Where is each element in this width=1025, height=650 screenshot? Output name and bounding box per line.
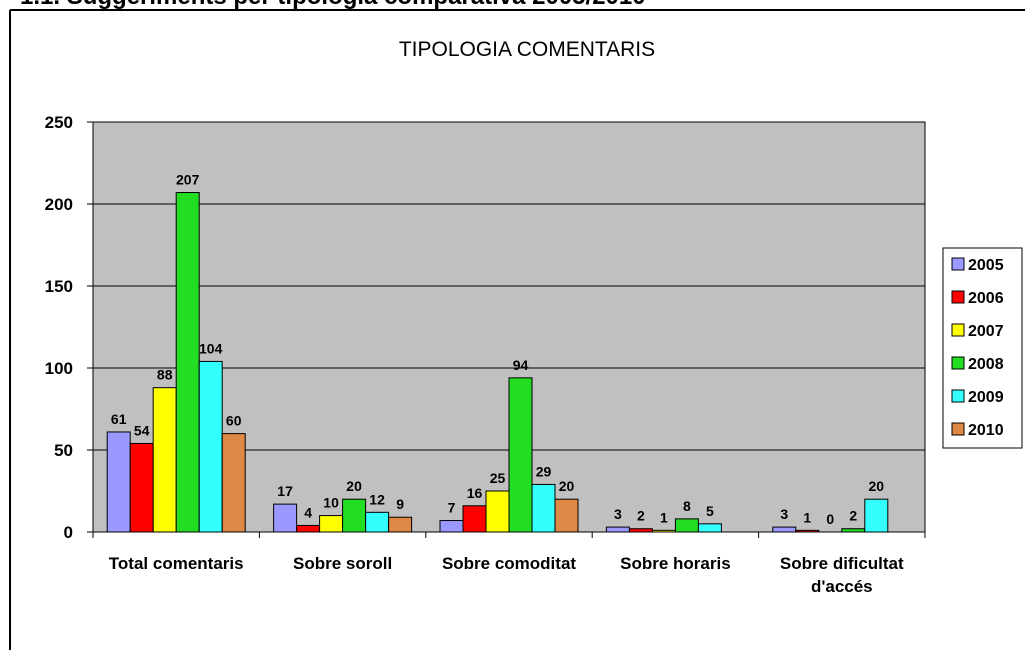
bar [841,528,866,533]
bar [198,360,223,533]
bar [628,528,653,533]
bar [342,498,367,533]
bar [439,520,464,533]
bar [651,529,676,533]
bar [795,529,820,533]
bar [273,503,298,533]
data-label: 207 [176,172,200,188]
data-label: 29 [536,463,552,479]
y-tick-label: 200 [45,195,73,214]
data-label: 9 [396,496,404,512]
legend [942,247,1023,449]
bar [175,192,200,533]
bar [864,498,889,533]
bar [674,518,699,533]
y-tick-label: 0 [64,523,73,542]
data-label: 94 [513,357,529,373]
legend-label: 2009 [968,389,1004,406]
data-label: 5 [706,503,714,519]
data-label: 2 [637,508,645,524]
bar [129,442,154,533]
bar [554,498,579,533]
bar [388,516,413,533]
legend-label: 2010 [968,422,1004,439]
legend-label: 2005 [968,257,1004,274]
data-label: 61 [111,411,127,427]
data-label: 1 [803,509,811,525]
chart-title: TIPOLOGIA COMENTARIS [399,38,655,61]
data-label: 88 [157,367,173,383]
y-tick-label: 50 [54,441,73,460]
data-label: 12 [369,491,385,507]
data-label: 3 [614,506,622,522]
legend-label: 2007 [968,323,1004,340]
data-label: 1 [660,509,668,525]
bar [462,505,487,533]
bar [531,483,556,533]
data-label: 2 [849,508,857,524]
legend-swatch [951,323,965,337]
bar [221,433,246,533]
bar [697,523,722,533]
y-tick-label: 250 [45,113,73,132]
legend-swatch [951,356,965,370]
bar [296,524,321,533]
legend-label: 2008 [968,356,1004,373]
x-tick-label: Sobre comoditat [441,554,577,573]
data-label: 16 [467,485,483,501]
legend-swatch [951,389,965,403]
data-label: 54 [134,422,150,438]
x-tick-label: Sobre soroll [293,554,393,573]
data-label: 17 [277,483,293,499]
page-heading: 1.1. Suggeriments per tipologia comparat… [20,0,646,10]
y-tick-label: 100 [45,359,73,378]
bar [106,431,131,533]
data-label: 7 [448,500,456,516]
data-label: 8 [683,498,691,514]
x-tick-label: Total comentaris [108,554,244,573]
x-tick-label: Sobre dificultat d'accés [779,554,904,596]
data-label: 10 [323,495,339,511]
x-tick-label: Sobre horaris [620,554,731,573]
data-label: 20 [346,478,362,494]
data-label: 25 [490,470,506,486]
legend-swatch [951,257,965,271]
data-label: 104 [199,340,223,356]
legend-swatch [951,290,965,304]
bar [319,515,344,533]
bar [605,526,630,533]
data-label: 20 [869,478,885,494]
legend-label: 2006 [968,290,1004,307]
bar [485,490,510,533]
data-label: 4 [304,504,312,520]
data-label: 20 [559,478,575,494]
bar [772,526,797,533]
data-label: 3 [780,506,788,522]
y-tick-label: 150 [45,277,73,296]
bar [152,387,177,533]
bar [508,377,533,533]
data-label: 0 [826,511,834,527]
bar [365,511,390,533]
legend-swatch [951,422,965,436]
data-label: 60 [226,413,242,429]
